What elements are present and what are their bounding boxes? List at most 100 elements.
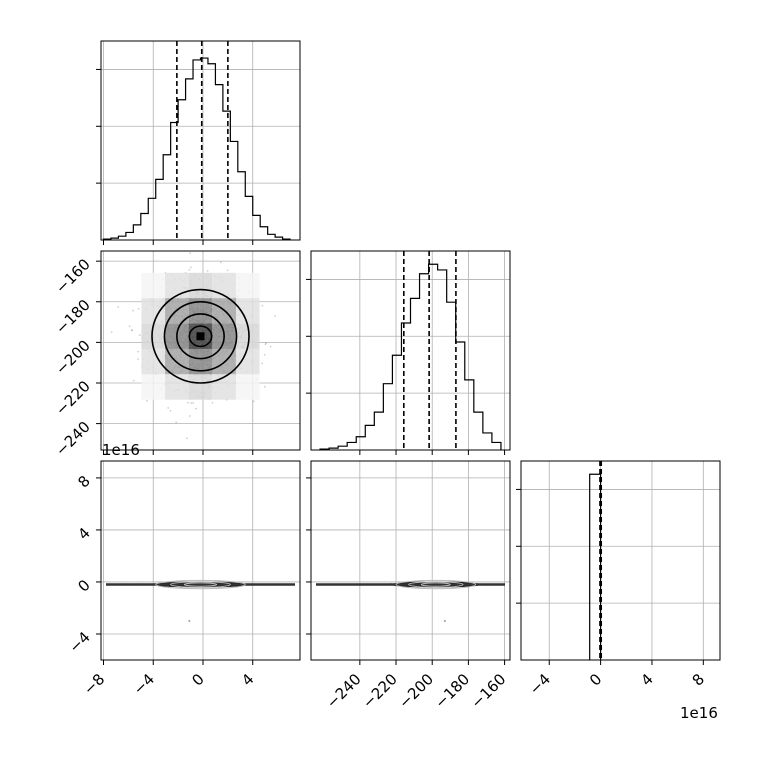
contour-level <box>188 325 213 348</box>
scatter-point <box>190 402 193 404</box>
hist-plot-area <box>102 41 291 240</box>
density-cell <box>235 374 260 400</box>
col0-x-tick-label: −4 <box>130 670 158 698</box>
scatter-point <box>117 306 120 308</box>
row2-y-tick-label: 0 <box>74 576 93 595</box>
density-cell <box>141 272 166 299</box>
col2-x-tick-label: −4 <box>526 670 554 698</box>
col2-x-tick-label: 0 <box>586 670 605 689</box>
contour-level <box>176 313 225 360</box>
col0-x-tick-label: −8 <box>80 670 108 698</box>
panel-row1-col1 <box>306 250 511 455</box>
panel-border <box>310 460 511 661</box>
scatter-point <box>186 437 188 440</box>
contour-level <box>163 300 238 372</box>
scatter-point <box>189 252 192 255</box>
scatter-point <box>265 342 267 345</box>
scatter-point <box>274 315 276 317</box>
scatter-point <box>263 385 266 388</box>
col2-x-offset-label: 1e16 <box>680 704 718 722</box>
col2-x-tick-label: 4 <box>637 670 656 689</box>
row1-y-tick-label: −240 <box>52 418 94 460</box>
row2-y-tick-label: 4 <box>74 524 93 543</box>
scatter-plot-area <box>316 579 510 622</box>
panel-border <box>310 250 511 451</box>
scatter-point <box>264 343 267 346</box>
col1-x-tick-label: −180 <box>431 670 473 712</box>
scatter-outlier <box>188 619 191 622</box>
density-cell <box>188 348 213 375</box>
scatter-point <box>188 268 191 271</box>
density-cell <box>212 374 236 400</box>
density-cell <box>235 348 260 375</box>
density-cell <box>165 272 189 299</box>
density-cell <box>188 272 213 299</box>
col1-x-tick-label: −220 <box>359 670 401 712</box>
panel-row2-col0: −8 −4 0 4 8 4 0 −4 <box>65 460 301 698</box>
contour-level <box>395 579 477 590</box>
histogram-steps <box>102 57 291 240</box>
scatter-point <box>261 304 264 307</box>
histogram-steps <box>319 263 502 450</box>
scatter-point <box>252 400 255 403</box>
density-cell <box>141 374 166 400</box>
hist-plot-area <box>589 461 603 660</box>
scatter-point <box>128 325 131 328</box>
row1-y-tick-label: −180 <box>52 296 94 338</box>
col1-x-tick-label: −160 <box>468 670 510 712</box>
scatter-point <box>169 409 172 412</box>
contour-level <box>170 581 231 588</box>
scatter-point <box>269 345 272 348</box>
scatter-point <box>175 421 178 424</box>
scatter-point <box>132 379 135 382</box>
scatter-point <box>192 401 195 404</box>
panel-border <box>100 460 301 661</box>
scatter-plot-area <box>110 252 276 440</box>
scatter-point <box>263 353 266 356</box>
density-cell <box>188 374 213 400</box>
panels: −4 0 4 8−160−180−200−220−240−8 −4 0 4840−4−240… <box>52 40 721 712</box>
density-cell <box>212 272 236 299</box>
scatter-point <box>130 329 133 332</box>
scatter-point <box>146 399 148 402</box>
panel-row2-col2: −4 0 4 8 <box>516 460 721 698</box>
density-cell <box>165 374 189 400</box>
histogram-steps <box>589 473 602 660</box>
panel-row1-col0: −160−180−200−220−240 <box>52 250 301 460</box>
contour-level <box>183 582 218 587</box>
row1-y-tick-label: −200 <box>52 336 94 378</box>
scatter-point <box>138 334 141 337</box>
scatter-point <box>206 269 209 272</box>
col1-x-tick-label: −240 <box>323 670 365 712</box>
row1-y-tick-label: −220 <box>52 377 94 419</box>
contour-level <box>151 288 250 384</box>
scatter-point <box>187 401 189 404</box>
density-cell <box>235 298 260 324</box>
contour-level <box>408 581 464 588</box>
scatter-point <box>137 358 139 361</box>
panel-border <box>520 460 721 661</box>
scatter-point <box>132 309 135 312</box>
row2-y-tick-label: 8 <box>74 472 93 491</box>
col0-x-tick-label: 4 <box>238 670 257 689</box>
panel-row2-col1: −240−220−200−180−160 <box>306 460 511 712</box>
panel-row0-col0 <box>96 40 301 245</box>
density-cell <box>235 272 260 299</box>
scatter-point <box>188 415 191 417</box>
scatter-point <box>261 362 264 365</box>
hist-plot-area <box>319 251 502 450</box>
col0-x-tick-label: 0 <box>188 670 207 689</box>
scatter-point <box>167 406 170 409</box>
scatter-outlier <box>443 619 446 622</box>
density-cell <box>235 323 260 349</box>
scatter-point <box>226 269 229 272</box>
scatter-point <box>110 331 113 334</box>
row2-y-tick-label: −4 <box>65 628 93 656</box>
scatter-point <box>219 261 222 264</box>
density-cell <box>141 348 166 375</box>
contour-level <box>420 582 451 587</box>
scatter-point <box>189 266 192 269</box>
panel-border <box>100 40 301 241</box>
scatter-point <box>137 350 140 353</box>
